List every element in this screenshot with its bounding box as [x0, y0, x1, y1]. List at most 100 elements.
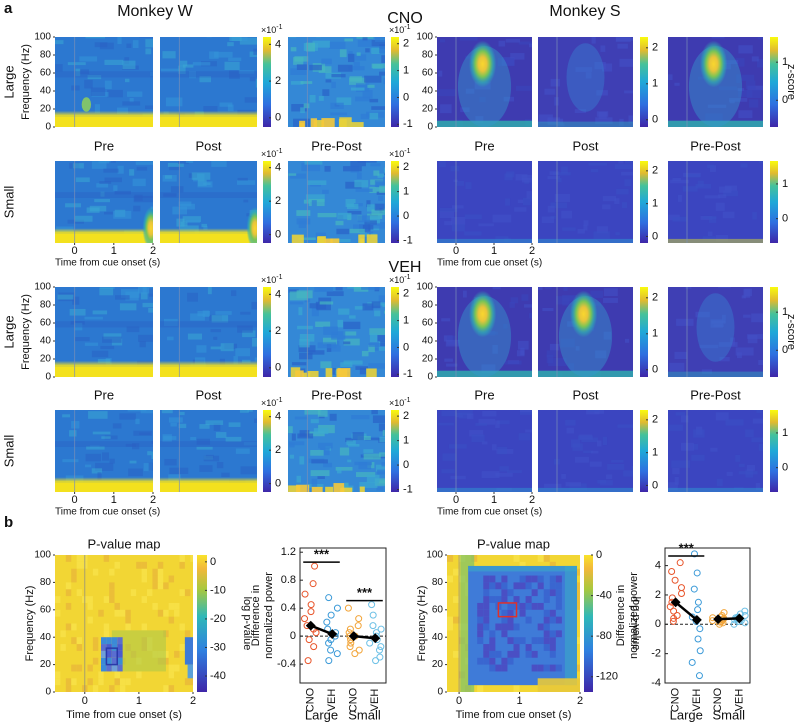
heat-patch: [55, 228, 153, 234]
map-cell: [525, 650, 532, 658]
data-point: [690, 585, 698, 593]
heat-patch: [129, 97, 134, 103]
map-cell: [513, 596, 520, 603]
heat-patch: [381, 462, 385, 467]
heat-patch: [299, 430, 310, 437]
heat-patch: [213, 336, 218, 340]
y-tick-label: 0: [427, 372, 433, 383]
heat-patch: [369, 186, 385, 194]
data-point: [333, 650, 341, 658]
map-cell: [179, 561, 185, 569]
heat-patch: [607, 463, 625, 470]
heat-patch: [547, 176, 560, 180]
map-cell: [537, 637, 544, 645]
heat-patch: [538, 287, 543, 290]
heat-patch: [229, 37, 242, 42]
map-cell: [519, 637, 526, 645]
y-tick-label: 0: [655, 618, 661, 630]
heat-patch: [369, 222, 385, 229]
map-cell: [87, 678, 93, 686]
heat-blob: [468, 40, 497, 88]
map-cell: [141, 596, 147, 603]
colorbar: [263, 410, 271, 492]
heat-patch: [550, 78, 560, 87]
heat-patch: [349, 228, 365, 234]
data-point: [677, 584, 685, 592]
heat-patch: [254, 418, 257, 424]
heat-patch: [317, 212, 337, 218]
y-tick-label: 0: [45, 687, 51, 698]
heat-patch: [675, 412, 685, 416]
heat-patch: [318, 95, 324, 101]
heat-patch: [225, 436, 242, 442]
colorbar-tick-label: 0: [652, 364, 658, 376]
heat-patch: [448, 444, 467, 449]
map-cell: [555, 616, 562, 624]
heat-patch: [290, 173, 307, 179]
colorbar-tick-label: 2: [652, 414, 658, 426]
colorbar-tick-label: 2: [652, 292, 658, 304]
heat-patch: [249, 51, 257, 58]
map-cell: [87, 602, 93, 610]
heat-patch: [357, 161, 377, 163]
heat-patch: [160, 71, 257, 78]
heat-patch: [709, 165, 716, 172]
heat-patch: [371, 39, 385, 47]
heat-patch: [475, 422, 488, 426]
heat-patch: [668, 74, 673, 81]
multiplier-base: ×10: [389, 149, 404, 159]
heat-patch: [338, 308, 350, 315]
y-tick-label: 20: [40, 104, 52, 115]
mean-marker: [327, 629, 338, 639]
x-axis-label: Time from cue onset (s): [437, 258, 542, 269]
map-cell: [114, 678, 120, 686]
heat-patch: [88, 411, 108, 419]
heat-patch: [368, 363, 385, 369]
colorbar-tick-label: -10: [210, 584, 226, 596]
heat-patch: [441, 469, 455, 474]
map-cell: [549, 582, 556, 590]
map-cell: [184, 630, 191, 638]
multiplier-exponent: -1: [276, 24, 282, 31]
heat-patch: [251, 301, 257, 310]
heat-patch: [602, 196, 617, 202]
heat-patch: [550, 202, 568, 209]
heat-patch: [758, 444, 763, 451]
heat-patch: [187, 333, 203, 340]
category-label: CNO: [348, 687, 360, 712]
heat-patch: [719, 356, 730, 362]
heat-patch: [67, 62, 86, 66]
column-title: Post: [195, 387, 221, 402]
heat-patch: [707, 104, 727, 108]
heat-patch: [529, 194, 532, 202]
map-cell: [125, 678, 131, 686]
heat-patch: [320, 361, 332, 369]
heat-patch: [215, 432, 227, 438]
y-tick-label: 80: [432, 577, 444, 588]
heat-patch: [743, 289, 751, 298]
colorbar-tick-label: 2: [652, 165, 658, 177]
heat-patch: [182, 216, 201, 222]
heat-patch: [574, 456, 589, 463]
heat-patch: [506, 470, 522, 474]
map-cell: [501, 623, 508, 631]
map-cell: [489, 630, 496, 638]
heat-patch: [321, 58, 332, 65]
colorbar-tick-label: -1: [403, 483, 413, 495]
map-cell: [501, 589, 508, 597]
map-cell: [114, 609, 120, 617]
colorbar-tick-label: 1: [652, 198, 658, 210]
colorbar-tick-label: 0: [782, 213, 788, 225]
map-cell: [103, 555, 110, 562]
x-tick-label: 2: [529, 245, 535, 257]
heat-patch: [676, 318, 694, 326]
heat-patch: [357, 215, 370, 223]
heat-base: [437, 161, 532, 243]
y-axis-label: Difference in: [250, 585, 262, 647]
y-tick-label: 80: [40, 577, 52, 588]
heat-patch: [510, 53, 525, 60]
map-cell: [55, 671, 61, 679]
heat-patch: [330, 112, 348, 116]
heat-patch: [178, 161, 189, 164]
heat-patch: [199, 465, 213, 472]
